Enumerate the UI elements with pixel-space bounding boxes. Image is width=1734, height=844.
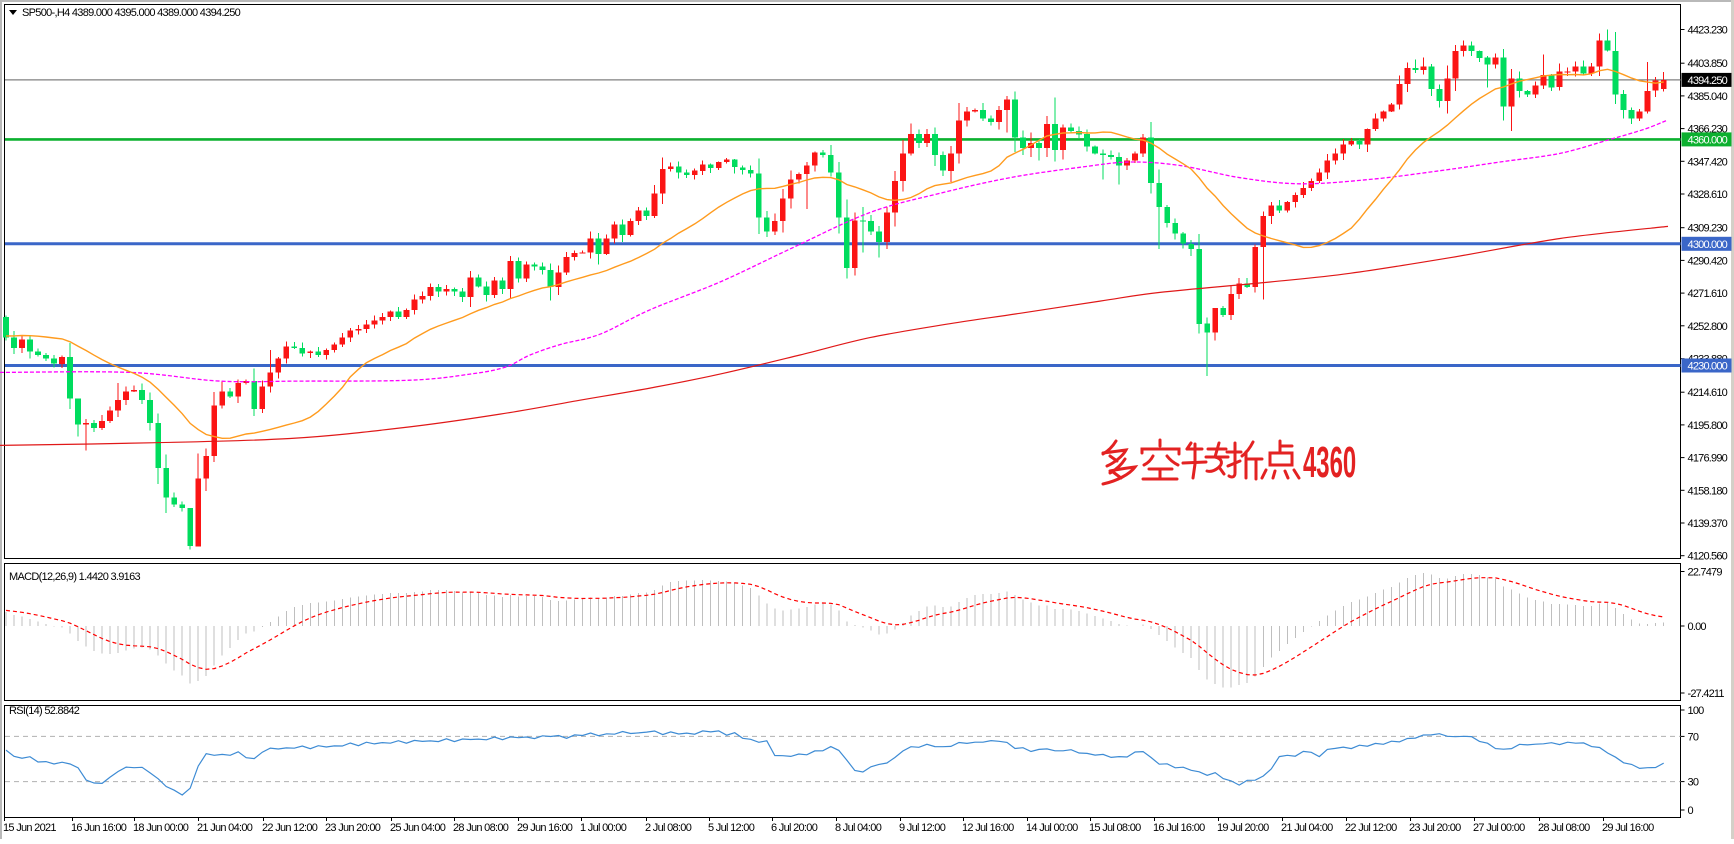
svg-text:4328.610: 4328.610 xyxy=(1688,189,1728,201)
svg-text:22.7479: 22.7479 xyxy=(1688,567,1723,579)
svg-text:RSI(14) 52.8842: RSI(14) 52.8842 xyxy=(9,705,80,717)
svg-text:28 Jul 08:00: 28 Jul 08:00 xyxy=(1538,822,1590,834)
svg-text:29 Jun 16:00: 29 Jun 16:00 xyxy=(517,822,573,834)
svg-text:28 Jun 08:00: 28 Jun 08:00 xyxy=(453,822,509,834)
svg-text:21 Jun 04:00: 21 Jun 04:00 xyxy=(197,822,253,834)
svg-text:4403.850: 4403.850 xyxy=(1688,58,1728,70)
svg-text:18 Jun 00:00: 18 Jun 00:00 xyxy=(133,822,189,834)
svg-text:4360: 4360 xyxy=(1303,439,1356,487)
svg-text:9 Jul 12:00: 9 Jul 12:00 xyxy=(899,822,946,834)
svg-text:23 Jul 20:00: 23 Jul 20:00 xyxy=(1409,822,1461,834)
svg-text:1 Jul 00:00: 1 Jul 00:00 xyxy=(580,822,627,834)
svg-text:4290.420: 4290.420 xyxy=(1688,255,1728,267)
svg-text:15 Jul 08:00: 15 Jul 08:00 xyxy=(1089,822,1141,834)
svg-text:27 Jul 00:00: 27 Jul 00:00 xyxy=(1473,822,1525,834)
svg-text:4176.990: 4176.990 xyxy=(1688,453,1728,465)
svg-text:22 Jun 12:00: 22 Jun 12:00 xyxy=(262,822,318,834)
svg-text:70: 70 xyxy=(1688,731,1699,743)
svg-text:4230.000: 4230.000 xyxy=(1688,361,1728,373)
svg-text:4139.370: 4139.370 xyxy=(1688,518,1728,530)
svg-text:15 Jun 2021: 15 Jun 2021 xyxy=(3,822,56,834)
svg-text:12 Jul 16:00: 12 Jul 16:00 xyxy=(962,822,1014,834)
svg-text:23 Jun 20:00: 23 Jun 20:00 xyxy=(325,822,381,834)
svg-text:4120.560: 4120.560 xyxy=(1688,551,1728,563)
svg-text:SP500-,H4 4389.000 4395.000 4: SP500-,H4 4389.000 4395.000 4389.000 439… xyxy=(22,7,241,19)
svg-text:100: 100 xyxy=(1688,705,1705,717)
svg-text:4271.610: 4271.610 xyxy=(1688,288,1728,300)
svg-text:16 Jul 16:00: 16 Jul 16:00 xyxy=(1153,822,1205,834)
svg-text:4394.250: 4394.250 xyxy=(1688,75,1728,87)
svg-text:4214.610: 4214.610 xyxy=(1688,387,1728,399)
svg-text:19 Jul 20:00: 19 Jul 20:00 xyxy=(1217,822,1269,834)
svg-text:4252.800: 4252.800 xyxy=(1688,321,1728,333)
svg-text:22 Jul 12:00: 22 Jul 12:00 xyxy=(1345,822,1397,834)
svg-text:4360.000: 4360.000 xyxy=(1688,134,1728,146)
svg-text:4158.180: 4158.180 xyxy=(1688,485,1728,497)
svg-text:6 Jul 20:00: 6 Jul 20:00 xyxy=(771,822,818,834)
svg-text:5 Jul 12:00: 5 Jul 12:00 xyxy=(708,822,755,834)
svg-text:4195.800: 4195.800 xyxy=(1688,420,1728,432)
svg-text:MACD(12,26,9) 1.4420 3.9163: MACD(12,26,9) 1.4420 3.9163 xyxy=(9,571,140,583)
svg-text:2 Jul 08:00: 2 Jul 08:00 xyxy=(645,822,692,834)
svg-text:16 Jun 16:00: 16 Jun 16:00 xyxy=(71,822,127,834)
svg-text:-27.4211: -27.4211 xyxy=(1688,688,1725,700)
svg-text:4300.000: 4300.000 xyxy=(1688,239,1728,251)
svg-text:8 Jul 04:00: 8 Jul 04:00 xyxy=(835,822,882,834)
svg-text:29 Jul 16:00: 29 Jul 16:00 xyxy=(1602,822,1654,834)
svg-text:21 Jul 04:00: 21 Jul 04:00 xyxy=(1281,822,1333,834)
svg-text:4385.040: 4385.040 xyxy=(1688,91,1728,103)
svg-text:30: 30 xyxy=(1688,777,1699,789)
svg-text:4423.230: 4423.230 xyxy=(1688,25,1728,37)
svg-text:0.00: 0.00 xyxy=(1688,621,1707,633)
svg-text:0: 0 xyxy=(1688,805,1694,817)
svg-text:4309.230: 4309.230 xyxy=(1688,223,1728,235)
svg-text:25 Jun 04:00: 25 Jun 04:00 xyxy=(390,822,446,834)
svg-text:14 Jul 00:00: 14 Jul 00:00 xyxy=(1026,822,1078,834)
svg-text:4347.420: 4347.420 xyxy=(1688,156,1728,168)
